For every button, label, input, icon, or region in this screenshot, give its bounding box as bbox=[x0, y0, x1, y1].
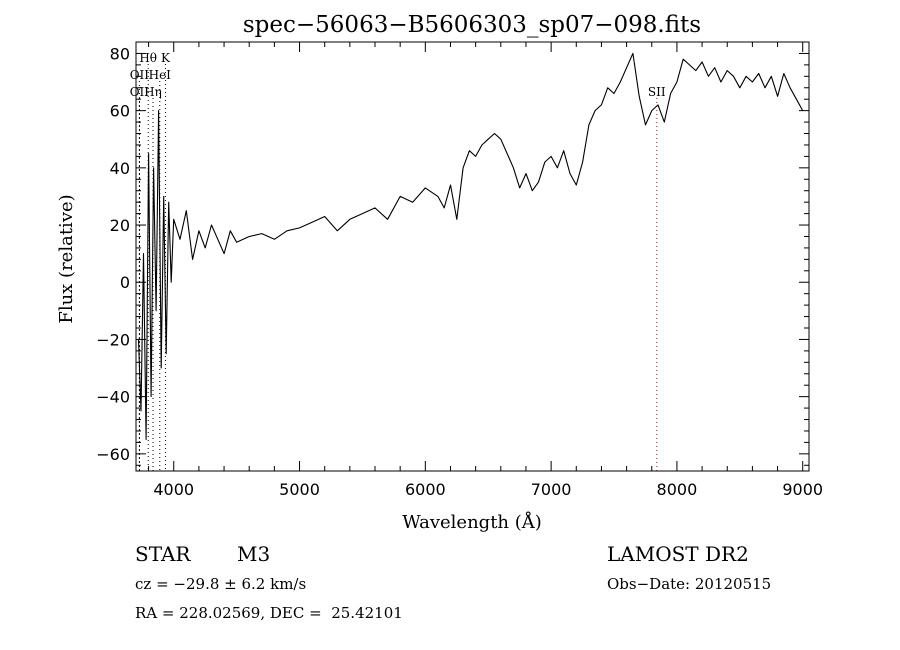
spectrum-series bbox=[137, 52, 804, 441]
y-tick-label: −20 bbox=[96, 330, 130, 349]
line-marker-label: HeI bbox=[149, 68, 172, 82]
y-tick-label: 40 bbox=[110, 159, 130, 178]
object-subclass: M3 bbox=[237, 542, 271, 566]
coordinates-text: RA = 228.02569, DEC = 25.42101 bbox=[135, 604, 403, 622]
x-tick-label: 6000 bbox=[405, 480, 446, 499]
y-tick-label: 60 bbox=[110, 102, 130, 121]
y-tick-label: −60 bbox=[96, 445, 130, 464]
y-axis-label: Flux (relative) bbox=[56, 194, 77, 323]
line-marker-label: OII bbox=[130, 85, 150, 99]
object-class: STAR bbox=[135, 542, 191, 566]
line-marker-label: SII bbox=[648, 85, 666, 99]
redshift-text: cz = −29.8 ± 6.2 km/s bbox=[135, 575, 307, 593]
y-tick-label: 0 bbox=[120, 273, 130, 292]
y-tick-label: −40 bbox=[96, 388, 130, 407]
plot-frame bbox=[135, 41, 810, 472]
line-marker-label: Hη bbox=[144, 85, 162, 99]
y-tick-label: 20 bbox=[110, 216, 130, 235]
x-axis-label: Wavelength (Å) bbox=[402, 511, 542, 533]
x-tick-label: 9000 bbox=[782, 480, 823, 499]
y-tick-label: 80 bbox=[110, 44, 130, 63]
x-tick-label: 5000 bbox=[279, 480, 320, 499]
obs-date-text: Obs−Date: 20120515 bbox=[607, 575, 772, 593]
x-tick-label: 7000 bbox=[531, 480, 572, 499]
spectrum-line bbox=[137, 52, 804, 441]
axes: 4000 5000 6000 7000 8000 9000 −60 −40 −20 0 20 40 60… bbox=[96, 41, 823, 499]
line-marker-label: OII bbox=[130, 68, 150, 82]
survey-label: LAMOST DR2 bbox=[607, 542, 749, 566]
line-marker-label: Hθ bbox=[139, 51, 157, 65]
chart-title: spec−56063−B5606303_sp07−098.fits bbox=[243, 12, 701, 38]
line-marker-label: K bbox=[161, 51, 171, 65]
x-tick-label: 8000 bbox=[657, 480, 698, 499]
x-tick-label: 4000 bbox=[153, 480, 194, 499]
